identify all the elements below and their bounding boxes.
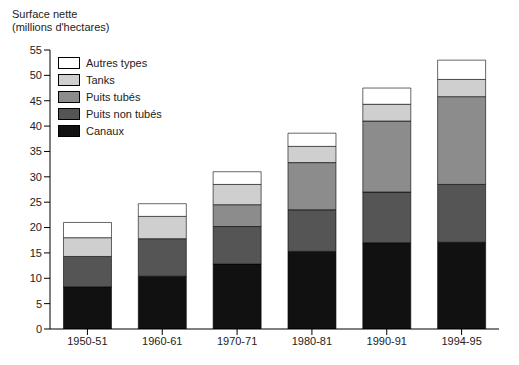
svg-text:15: 15 [30,247,42,259]
svg-text:55: 55 [30,44,42,56]
svg-text:0: 0 [36,323,42,335]
svg-text:1960-61: 1960-61 [142,335,182,347]
svg-text:50: 50 [30,69,42,81]
svg-text:1950-51: 1950-51 [67,335,107,347]
svg-text:1994-95: 1994-95 [441,335,481,347]
html-text:Surface nette: Surface nette [12,8,78,20]
html-text:Tanks: Tanks [86,73,115,86]
svg-text:25: 25 [30,196,42,208]
svg-text:1980-81: 1980-81 [292,335,332,347]
svg-text:10: 10 [30,272,42,284]
html-text:Puits non tubés: Puits non tubés [86,107,162,120]
html-text:Canaux: Canaux [86,124,124,137]
html-text:Autres types: Autres types [86,56,148,69]
svg-text:5: 5 [36,298,42,310]
svg-text:40: 40 [30,120,42,132]
svg-text:1990-91: 1990-91 [367,335,407,347]
svg-text:20: 20 [30,221,42,233]
svg-text:30: 30 [30,171,42,183]
svg-text:45: 45 [30,95,42,107]
html-text:(millions d'hectares): (millions d'hectares) [12,21,110,33]
svg-text:1970-71: 1970-71 [217,335,257,347]
svg-text:35: 35 [30,145,42,157]
html-text:Puits tubés: Puits tubés [86,90,141,103]
